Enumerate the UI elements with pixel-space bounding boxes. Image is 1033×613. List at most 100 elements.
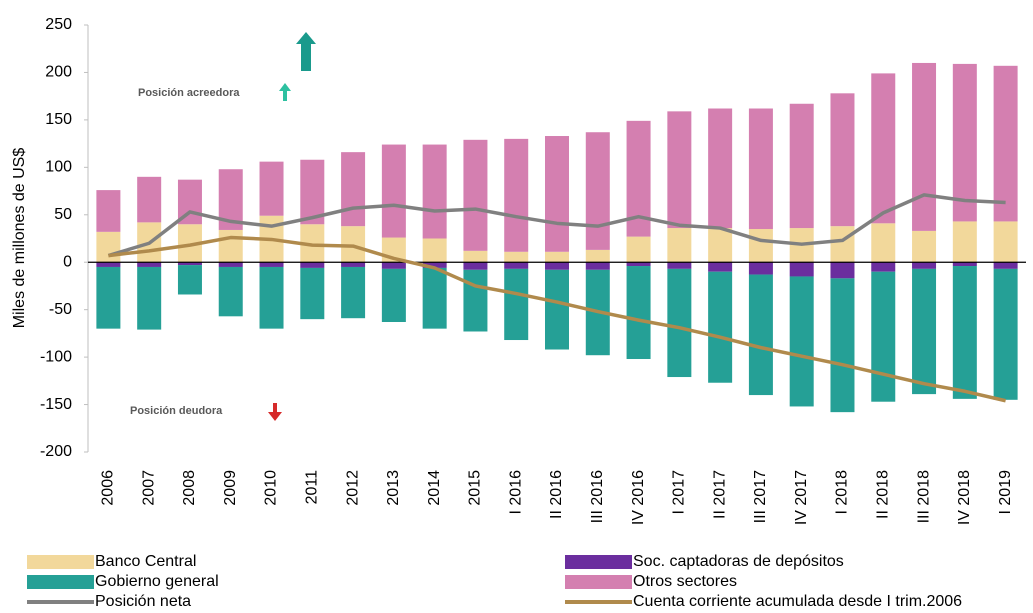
bar [789, 262, 814, 277]
bar [830, 262, 855, 279]
bar [422, 267, 447, 329]
y-tick-label: 50 [54, 206, 72, 223]
annotation: Posición deudora [130, 405, 223, 417]
y-axis-title: Miles de millones de US$ [11, 148, 28, 329]
bar [585, 132, 610, 250]
bar [96, 190, 121, 232]
bar [912, 268, 937, 395]
bar [912, 62, 937, 231]
legend-swatch [565, 575, 632, 589]
bar [667, 111, 692, 229]
bar [626, 262, 651, 267]
bar [96, 266, 121, 329]
x-tick-label: 2015 [467, 470, 484, 506]
bar [952, 63, 977, 222]
bar [871, 262, 896, 272]
x-tick-label: II 2018 [874, 470, 891, 519]
x-tick-label: 2007 [140, 470, 157, 506]
bar [830, 93, 855, 227]
bar [993, 221, 1018, 263]
bar [381, 144, 406, 238]
legend-label: Cuenta corriente acumulada desde I trim.… [633, 593, 962, 610]
bar [137, 176, 162, 223]
bar [871, 223, 896, 263]
legend-swatch [27, 575, 94, 589]
x-tick-label: II 2017 [711, 470, 728, 519]
y-tick-label: -50 [49, 301, 72, 318]
bar [748, 274, 773, 396]
bar [545, 262, 569, 270]
bar [748, 262, 773, 275]
bar [708, 228, 733, 263]
x-tick-label: I 2017 [671, 470, 688, 515]
bar [993, 262, 1018, 269]
legend-label: Otros sectores [633, 573, 737, 590]
bar [300, 262, 325, 268]
up-arrow [296, 32, 316, 71]
bar [300, 267, 325, 320]
bar [708, 271, 733, 383]
legend-swatch [565, 555, 632, 569]
x-tick-label: I 2016 [507, 470, 524, 515]
x-tick-label: 2009 [222, 470, 239, 506]
bar [259, 266, 284, 329]
bar [830, 278, 855, 413]
bar [789, 276, 814, 407]
bar [463, 250, 488, 263]
bar [218, 266, 243, 317]
y-tick-label: -150 [40, 396, 72, 413]
bar [708, 108, 733, 229]
bar [993, 65, 1018, 222]
bar [952, 266, 977, 399]
bar [667, 268, 692, 378]
bar [830, 226, 855, 263]
bar [218, 262, 243, 267]
y-tick-label: 0 [63, 253, 72, 270]
bar [912, 262, 937, 269]
x-tick-label: II 2016 [548, 470, 565, 519]
bar [177, 265, 202, 295]
bar [952, 221, 977, 263]
x-tick-label: III 2017 [752, 470, 769, 523]
bar [504, 251, 529, 263]
x-tick-label: I 2018 [834, 470, 851, 515]
y-tick-label: 200 [45, 64, 72, 81]
bar [748, 108, 773, 230]
bar [667, 262, 692, 269]
bar [300, 159, 325, 225]
x-tick-label: 2011 [304, 470, 321, 505]
bar [789, 103, 814, 229]
bar [545, 136, 569, 252]
bar [912, 230, 937, 263]
legend-label: Posición neta [95, 593, 191, 610]
bar [545, 269, 569, 350]
bar [341, 266, 366, 319]
line [107, 193, 1006, 258]
x-tick-label: 2012 [344, 470, 361, 506]
x-tick-label: 2014 [426, 470, 443, 506]
x-tick-label: III 2016 [589, 470, 606, 523]
y-tick-label: -100 [40, 348, 72, 365]
bar [585, 249, 610, 263]
bar [626, 266, 651, 360]
x-tick-label: 2013 [385, 470, 402, 506]
bar [96, 262, 121, 267]
bar [341, 262, 366, 267]
x-tick-label: IV 2016 [630, 470, 647, 525]
down-arrow [268, 403, 282, 421]
y-tick-label: 150 [45, 111, 72, 128]
bar [137, 262, 162, 267]
bar [504, 268, 529, 341]
legend-label: Banco Central [95, 553, 196, 570]
x-tick-label: I 2019 [997, 470, 1014, 515]
line [108, 235, 1007, 403]
x-tick-label: 2006 [100, 470, 117, 506]
bar [708, 262, 733, 272]
bar [381, 268, 406, 323]
up-arrow [279, 83, 291, 101]
bar [422, 144, 447, 239]
x-tick-label: 2010 [263, 470, 280, 506]
legend-swatch [27, 555, 94, 569]
bar [871, 73, 896, 224]
